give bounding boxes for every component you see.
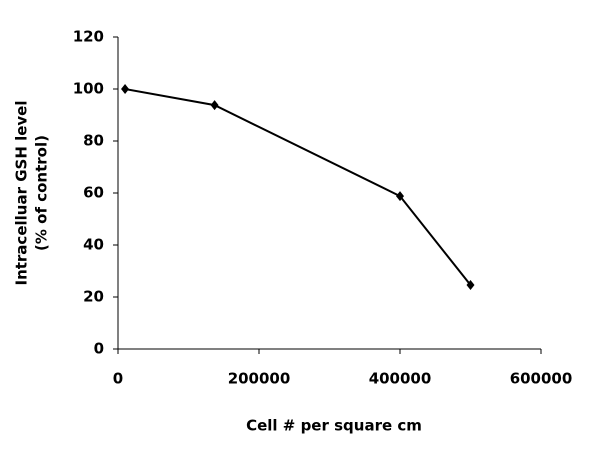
x-tick-label: 200000: [228, 370, 291, 388]
y-tick-label: 0: [94, 340, 104, 358]
data-point: [210, 100, 219, 111]
data-point: [466, 280, 475, 291]
data-point: [121, 84, 130, 94]
x-tick-label: 400000: [369, 370, 432, 388]
y-tick-label: 60: [83, 184, 104, 202]
y-tick-label: 100: [73, 80, 104, 98]
y-tick-label: 40: [83, 236, 104, 254]
x-axis-title: Cell # per square cm: [246, 417, 422, 435]
x-tick-label: 0: [113, 370, 123, 388]
y-tick-label: 120: [73, 28, 104, 46]
y-axis-title: (% of control): [33, 135, 51, 251]
data-point: [396, 191, 404, 202]
y-tick-label: 20: [83, 288, 104, 306]
data-line: [124, 88, 472, 286]
y-axis-title: Intracelluar GSH level: [13, 100, 31, 285]
y-tick-label: 80: [83, 132, 104, 150]
x-tick-label: 600000: [510, 370, 573, 388]
